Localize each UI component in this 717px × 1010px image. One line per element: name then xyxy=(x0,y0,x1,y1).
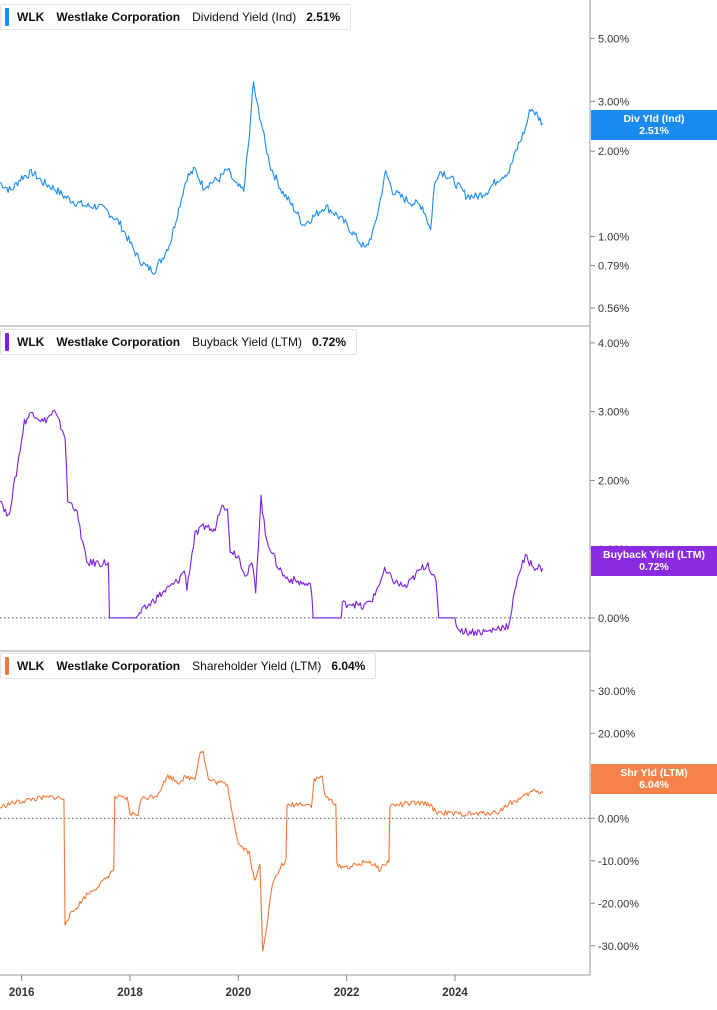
y-tick-label: 0.56% xyxy=(598,303,629,315)
y-tick-label: -10.00% xyxy=(598,856,639,868)
x-tick-label: 2020 xyxy=(226,987,252,999)
y-tick-label: 20.00% xyxy=(598,728,636,740)
x-tick-label: 2022 xyxy=(334,987,360,999)
value-tag-label: Buyback Yield (LTM) xyxy=(603,549,705,561)
legend-metric: Shareholder Yield (LTM) xyxy=(192,659,322,673)
y-tick-label: 1.00% xyxy=(598,232,629,244)
legend-company: Westlake Corporation xyxy=(56,335,181,349)
legend-ticker: WLK xyxy=(17,10,45,24)
series-line-1 xyxy=(0,409,544,637)
legend-metric: Dividend Yield (Ind) xyxy=(192,10,297,24)
y-tick-label: 2.00% xyxy=(598,146,629,158)
legend-value: 0.72% xyxy=(311,335,346,349)
value-tag-value: 0.72% xyxy=(639,561,669,573)
y-tick-label: 3.00% xyxy=(598,96,629,108)
y-tick-label: 0.00% xyxy=(598,813,629,825)
y-tick-label: 4.00% xyxy=(598,338,629,350)
value-tag-label: Div Yld (Ind) xyxy=(623,113,685,125)
y-tick-label: 5.00% xyxy=(598,33,629,45)
legend-shareholder-yield[interactable]: WLK Westlake Corporation Shareholder Yie… xyxy=(0,653,377,679)
y-tick-label: 0.79% xyxy=(598,261,629,273)
legend-value: 6.04% xyxy=(331,659,366,673)
value-tag-value: 2.51% xyxy=(639,125,669,137)
legend-buyback-yield[interactable]: WLK Westlake Corporation Buyback Yield (… xyxy=(0,329,357,355)
legend-company: Westlake Corporation xyxy=(56,659,181,673)
legend-dividend-yield[interactable]: WLK Westlake Corporation Dividend Yield … xyxy=(0,4,352,30)
y-tick-label: 0.00% xyxy=(598,613,629,625)
legend-swatch-buyback xyxy=(5,333,9,351)
value-tag-buyback: Buyback Yield (LTM) 0.72% xyxy=(591,546,717,576)
y-tick-label: 3.00% xyxy=(598,407,629,419)
legend-company: Westlake Corporation xyxy=(56,10,181,24)
y-tick-label: 30.00% xyxy=(598,686,636,698)
legend-swatch-dividend xyxy=(5,8,9,26)
x-tick-label: 2018 xyxy=(117,987,143,999)
x-tick-label: 2016 xyxy=(9,987,35,999)
legend-swatch-shareholder xyxy=(5,657,9,675)
y-tick-label: -30.00% xyxy=(598,941,639,953)
value-tag-dividend: Div Yld (Ind) 2.51% xyxy=(591,110,717,140)
value-tag-value: 6.04% xyxy=(639,779,669,791)
legend-ticker: WLK xyxy=(17,335,45,349)
x-tick-label: 2024 xyxy=(442,987,468,999)
value-tag-shareholder: Shr Yld (LTM) 6.04% xyxy=(591,764,717,794)
y-tick-label: 2.00% xyxy=(598,475,629,487)
series-line-0 xyxy=(0,81,544,275)
series-line-2 xyxy=(0,750,544,952)
legend-value: 2.51% xyxy=(306,10,341,24)
y-tick-label: -20.00% xyxy=(598,898,639,910)
legend-metric: Buyback Yield (LTM) xyxy=(192,335,302,349)
value-tag-label: Shr Yld (LTM) xyxy=(620,767,688,779)
legend-ticker: WLK xyxy=(17,659,45,673)
